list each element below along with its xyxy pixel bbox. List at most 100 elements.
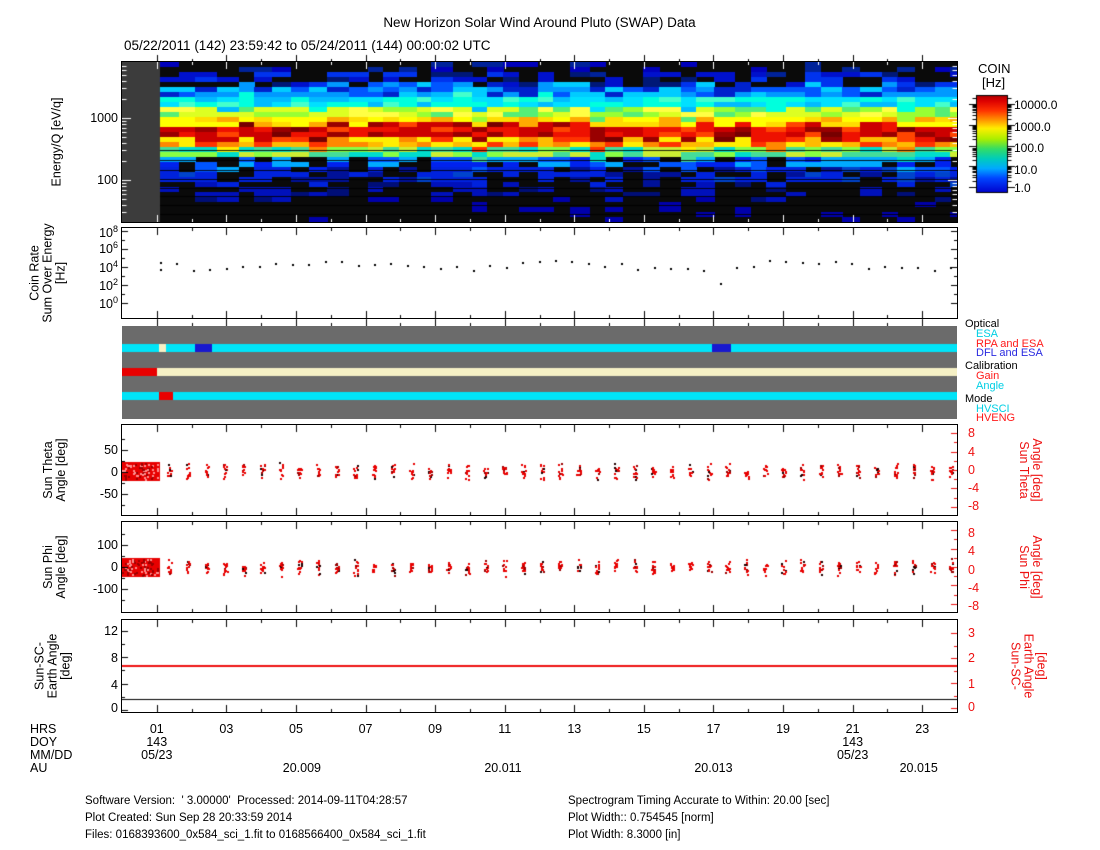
sun-theta-ylabel: Sun Theta Angle [deg] xyxy=(41,438,68,502)
xaxis-au-value: 20.009 xyxy=(282,761,321,775)
xaxis-au-value: 20.013 xyxy=(694,761,733,775)
sun-theta-right-ytick: 4 xyxy=(968,445,975,459)
sun-sc-earth-ytick: 4 xyxy=(111,678,118,692)
colorbar-canvas xyxy=(966,91,1018,199)
xaxis-hrs-value: 19 xyxy=(776,722,790,736)
xaxis-mmdd-value: 05/23 xyxy=(141,748,173,762)
xaxis-row-label-hrs: HRS xyxy=(30,722,57,736)
status-legend-item: HVSCI xyxy=(976,402,1010,415)
footer-timing-accuracy: Spectrogram Timing Accurate to Within: 2… xyxy=(568,795,830,807)
coin-rate-ytick: 100 xyxy=(99,295,118,312)
coin-rate-ytick: 102 xyxy=(99,277,118,294)
footer-plot-width-norm: Plot Width:: 0.754545 [norm] xyxy=(568,812,714,824)
xaxis-hrs-value: 01 xyxy=(149,722,164,736)
footer-files: Files: 0168393600_0x584_sci_1.fit to 016… xyxy=(85,829,426,841)
xaxis-hrs-value: 13 xyxy=(567,722,582,736)
status-legend-item: Gain xyxy=(976,370,1000,382)
sun-sc-earth-ytick: 0 xyxy=(111,701,118,715)
sun-theta-canvas xyxy=(122,425,957,515)
xaxis-au-value: 20.011 xyxy=(484,761,522,775)
footer-plot-created: Plot Created: Sun Sep 28 20:33:59 2014 xyxy=(85,812,293,824)
xaxis-row-label-doy: DOY xyxy=(30,735,58,749)
xaxis-hrs-value: 15 xyxy=(636,722,651,736)
status-legend-item: HVENG xyxy=(976,412,1016,424)
status-legend-item: DFL and ESA xyxy=(976,347,1043,359)
sun-sc-earth-ytick: 8 xyxy=(111,651,118,665)
sun-sc-earth-ytick: 12 xyxy=(104,624,118,638)
xaxis-doy-value: 143 xyxy=(842,735,864,749)
colorbar-tick-label: 1000.0 xyxy=(1014,120,1051,134)
xaxis-hrs-value: 23 xyxy=(915,722,930,736)
sun-theta-right-ytick: -4 xyxy=(968,481,980,495)
sun-sc-earth-right-ytick: 3 xyxy=(968,626,975,640)
coin-rate-ytick: 106 xyxy=(99,240,118,257)
sun-phi-ylabel: Sun Phi Angle [deg] xyxy=(41,535,68,599)
coin-rate-canvas xyxy=(122,228,957,318)
sun-theta-ytick: 0 xyxy=(111,465,118,479)
spectrogram-ylabel: Energy/Q [eV/q] xyxy=(49,97,64,187)
colorbar-tick-label: 100.0 xyxy=(1014,141,1045,155)
xaxis-doy-value: 143 xyxy=(146,735,168,749)
status-panel xyxy=(122,326,957,419)
sun-theta-ytick: -50 xyxy=(99,487,118,501)
sun-phi-right-ytick: -4 xyxy=(968,581,980,595)
coin-rate-ytick: 104 xyxy=(99,259,118,276)
xaxis-hrs-value: 09 xyxy=(428,722,443,736)
spectrogram-panel xyxy=(121,61,958,223)
sun-phi-right-ytick: -8 xyxy=(968,599,980,613)
colorbar-tick-label: 10000.0 xyxy=(1014,98,1058,112)
sun-phi-right-ylabel: Sun Phi Angle [deg] xyxy=(1017,535,1044,599)
status-legend-item: ESA xyxy=(976,328,999,340)
sun-sc-earth-right-ytick: 1 xyxy=(968,677,975,691)
xaxis-row-label-au: AU xyxy=(30,761,48,775)
sun-phi-canvas xyxy=(122,522,957,612)
xaxis-hrs-value: 21 xyxy=(845,722,860,736)
xaxis-au-value: 20.015 xyxy=(899,761,938,775)
sun-theta-right-ylabel: Sun Theta Angle [deg] xyxy=(1017,438,1044,502)
coin-rate-ylabel: Coin Rate Sum Over Energy [Hz] xyxy=(27,223,68,323)
sun-theta-right-ytick: -8 xyxy=(968,499,980,513)
status-top-ticks xyxy=(122,318,957,326)
sun-phi-right-ytick: 4 xyxy=(968,544,975,558)
status-legend-group: Calibration xyxy=(965,360,1018,372)
sun-phi-ytick: 100 xyxy=(97,538,118,552)
colorbar-tick-label: 1.0 xyxy=(1014,181,1031,195)
xaxis-hrs-value: 17 xyxy=(706,722,721,736)
sun-theta-right-ytick: 0 xyxy=(968,463,975,477)
status-legend-item: Angle xyxy=(976,379,1005,392)
sun-theta-ytick: 50 xyxy=(104,443,118,457)
coin-rate-panel xyxy=(121,227,958,319)
spectrogram-ytick: 100 xyxy=(97,173,118,187)
sun-phi-ytick: 0 xyxy=(111,560,118,574)
footer-software-version: Software Version: ' 3.00000' Processed: … xyxy=(85,795,408,807)
xaxis-hrs-value: 11 xyxy=(498,722,512,736)
xaxis-hrs-value: 05 xyxy=(289,722,303,736)
sun-sc-earth-right-ytick: 0 xyxy=(968,700,975,714)
sun-sc-earth-ylabel: Sun-SC- Earth Angle [deg] xyxy=(32,633,73,699)
coin-rate-ytick: 108 xyxy=(99,224,118,241)
xaxis-hrs-value: 03 xyxy=(219,722,234,736)
footer-plot-width-in: Plot Width: 8.3000 [in] xyxy=(568,829,681,841)
spectrogram-top-ticks xyxy=(122,54,957,62)
spectrogram-ytick: 1000 xyxy=(90,111,118,125)
sun-phi-panel xyxy=(121,521,958,613)
sun-theta-right-ytick: 8 xyxy=(968,426,975,440)
colorbar-title: COIN xyxy=(978,61,1011,76)
sun-phi-ytick: -100 xyxy=(92,582,118,596)
sun-sc-earth-right-ytick: 2 xyxy=(968,651,975,665)
xaxis-hrs-value: 07 xyxy=(358,722,373,736)
sun-theta-panel xyxy=(121,424,958,516)
xaxis-mmdd-value: 05/23 xyxy=(836,748,869,762)
page-title: New Horizon Solar Wind Around Pluto (SWA… xyxy=(383,15,696,30)
xaxis-row-label-mmdd: MM/DD xyxy=(30,748,73,762)
status-legend-item: RPA and ESA xyxy=(976,337,1044,350)
sun-sc-earth-canvas xyxy=(122,620,957,712)
status-legend-group: Mode xyxy=(965,392,993,405)
status-canvas xyxy=(122,326,957,419)
time-range-subtitle: 05/22/2011 (142) 23:59:42 to 05/24/2011 … xyxy=(124,38,491,53)
sun-sc-earth-panel xyxy=(121,619,958,713)
colorbar-units: [Hz] xyxy=(982,75,1006,90)
sun-sc-earth-right-ylabel: Sun-SC- Earth Angle [deg] xyxy=(1008,633,1049,699)
colorbar-tick-label: 10.0 xyxy=(1014,163,1038,177)
